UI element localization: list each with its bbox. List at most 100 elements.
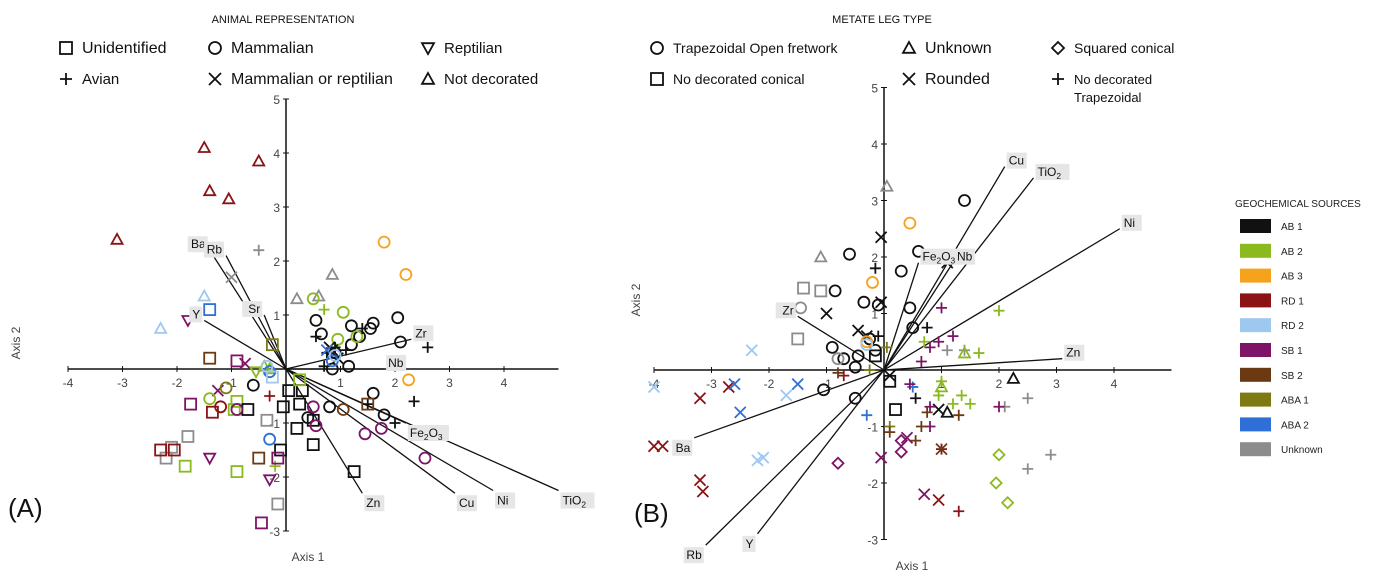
data-point-x xyxy=(693,392,707,405)
data-point-circle xyxy=(418,451,432,465)
legend-label: Unknown xyxy=(925,40,992,57)
data-point-square xyxy=(276,400,290,414)
legend-label: Trapezoidal Open fretwork xyxy=(673,40,838,56)
data-point-square xyxy=(203,351,217,365)
data-point-x xyxy=(932,403,945,416)
data-point-triangle-up xyxy=(110,232,125,245)
loading-vector xyxy=(694,369,885,439)
vector-label: Sr xyxy=(248,302,260,316)
data-point-diamond xyxy=(989,476,1003,490)
data-point-circle xyxy=(306,400,320,414)
data-point-x xyxy=(918,488,931,501)
data-point-circle xyxy=(377,408,391,422)
y-tick-label: 3 xyxy=(273,201,280,215)
panel-label: (B) xyxy=(634,498,669,528)
data-point-square xyxy=(260,413,274,427)
data-point-plus xyxy=(993,401,1005,413)
data-point-plus xyxy=(904,378,916,390)
data-point-plus xyxy=(921,406,933,418)
legend-label: Mammalian xyxy=(231,40,314,57)
source-label: AB 1 xyxy=(1281,222,1303,233)
data-point-plus xyxy=(1022,463,1034,475)
x-tick-label: 4 xyxy=(1111,377,1118,391)
loading-vector xyxy=(883,262,954,371)
loading-vector xyxy=(883,166,1006,371)
data-point-triangle-up xyxy=(879,179,894,192)
x-tick-label: -1 xyxy=(226,376,237,390)
vector-label-bg xyxy=(407,425,449,441)
vector-label: Fe2O3 xyxy=(410,426,443,442)
data-point-x xyxy=(932,493,945,507)
vector-label: Cu xyxy=(1009,154,1024,168)
vector-label-bg xyxy=(189,306,203,323)
vector-label-bg xyxy=(672,439,693,456)
vector-label-bg xyxy=(386,355,407,371)
data-point-plus xyxy=(881,341,893,353)
data-point-square xyxy=(290,421,304,435)
legend-label: No decorated conical xyxy=(673,71,805,87)
data-point-plus xyxy=(907,381,919,393)
data-point-circle xyxy=(309,419,323,433)
data-point-triangle-up xyxy=(813,249,828,263)
data-point-circle xyxy=(219,381,233,395)
data-point-circle xyxy=(377,235,391,249)
legend-label: Reptilian xyxy=(444,40,502,57)
data-point-circle xyxy=(866,276,879,289)
data-point-diamond xyxy=(894,445,909,459)
vector-label-bg xyxy=(1121,214,1142,231)
y-tick-label: -2 xyxy=(269,471,280,485)
loading-vector xyxy=(756,369,885,535)
data-point-square xyxy=(184,397,198,411)
data-point-circle xyxy=(323,400,337,414)
data-point-plus xyxy=(953,409,965,421)
x-tick-label: -2 xyxy=(172,376,183,390)
loading-vector xyxy=(883,358,1063,371)
data-point-plus xyxy=(884,426,896,438)
data-point-plus xyxy=(318,304,330,316)
vector-label: Nb xyxy=(957,250,973,264)
data-point-square xyxy=(814,284,828,298)
source-swatch xyxy=(1240,293,1271,308)
x-tick-label: -3 xyxy=(706,377,717,391)
data-point-x xyxy=(820,307,833,320)
vector-label: Ba xyxy=(191,237,206,251)
data-point-plus xyxy=(264,390,276,402)
data-point-triangle-up xyxy=(197,140,212,153)
x-tick-label: -2 xyxy=(764,377,775,391)
data-point-plus xyxy=(993,305,1005,317)
data-point-circle xyxy=(894,264,908,278)
data-point-circle xyxy=(843,247,856,261)
data-point-triangle-up xyxy=(221,191,236,205)
y-tick-label: 1 xyxy=(871,308,878,322)
vector-label-bg xyxy=(1064,344,1085,361)
y-axis-label: Axis 2 xyxy=(9,326,23,359)
vector-label: Rb xyxy=(686,548,702,562)
data-point-plus xyxy=(362,398,374,410)
legend-marker-diamond xyxy=(1050,40,1066,56)
data-point-plus xyxy=(947,398,959,410)
panel-label: (A) xyxy=(8,493,43,523)
data-point-circle xyxy=(828,284,842,298)
legend-marker-x xyxy=(902,72,916,86)
data-point-x xyxy=(851,324,865,337)
data-point-circle xyxy=(825,340,839,354)
data-point-triangle-up xyxy=(202,183,217,197)
vector-label: Ni xyxy=(497,494,508,508)
vector-label: Y xyxy=(192,307,200,321)
data-point-square xyxy=(306,438,320,452)
source-swatch xyxy=(1240,367,1271,382)
data-point-x xyxy=(751,454,764,467)
data-point-plus xyxy=(1022,392,1034,404)
data-point-plus xyxy=(389,417,401,429)
vector-label: Zn xyxy=(1066,346,1080,360)
source-label: SB 1 xyxy=(1281,346,1303,357)
data-point-circle xyxy=(350,330,364,344)
data-point-x xyxy=(780,389,793,402)
source-label: RD 2 xyxy=(1281,321,1304,332)
vector-label-bg xyxy=(495,492,516,509)
data-point-circle xyxy=(958,194,971,207)
data-point-square xyxy=(791,332,805,346)
loading-vector xyxy=(285,368,494,492)
vector-label: Cu xyxy=(459,496,474,510)
x-tick-label: 3 xyxy=(446,376,453,390)
